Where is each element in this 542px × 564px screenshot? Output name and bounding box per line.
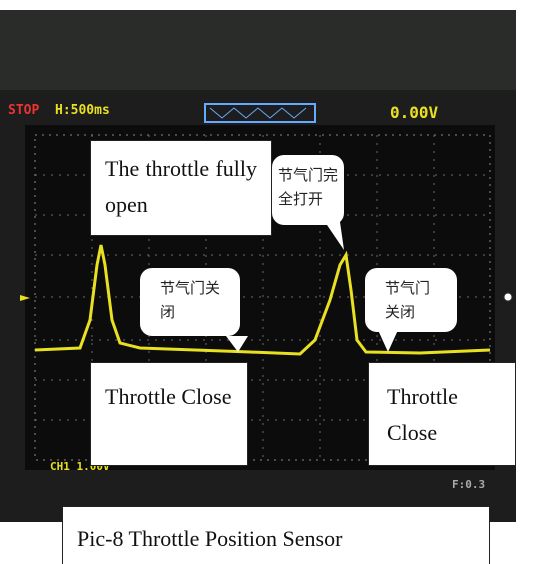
callout-fully-open: 节气门完全打开: [272, 155, 344, 225]
frequency: F:0.3: [452, 478, 485, 491]
callout-close-left: 节气门关闭: [140, 268, 240, 336]
marker: [504, 293, 512, 301]
timebase: H:500ms: [55, 103, 110, 118]
trigger-level: 0.00V: [390, 103, 438, 122]
caption: Pic-8 Throttle Position Sensor: [62, 506, 490, 564]
callout-close-right: 节气门关闭: [365, 268, 457, 332]
annotation-close-right: Throttle Close: [368, 362, 516, 466]
annotation-close-left: Throttle Close: [90, 362, 248, 466]
status: STOP: [8, 103, 39, 118]
annotation-fully-open: The throttle fully open: [90, 140, 272, 236]
figure: STOP H:500ms 0.00V CH1 1.00V F:0.3 The t…: [0, 0, 542, 564]
scope-bezel: [0, 10, 516, 90]
